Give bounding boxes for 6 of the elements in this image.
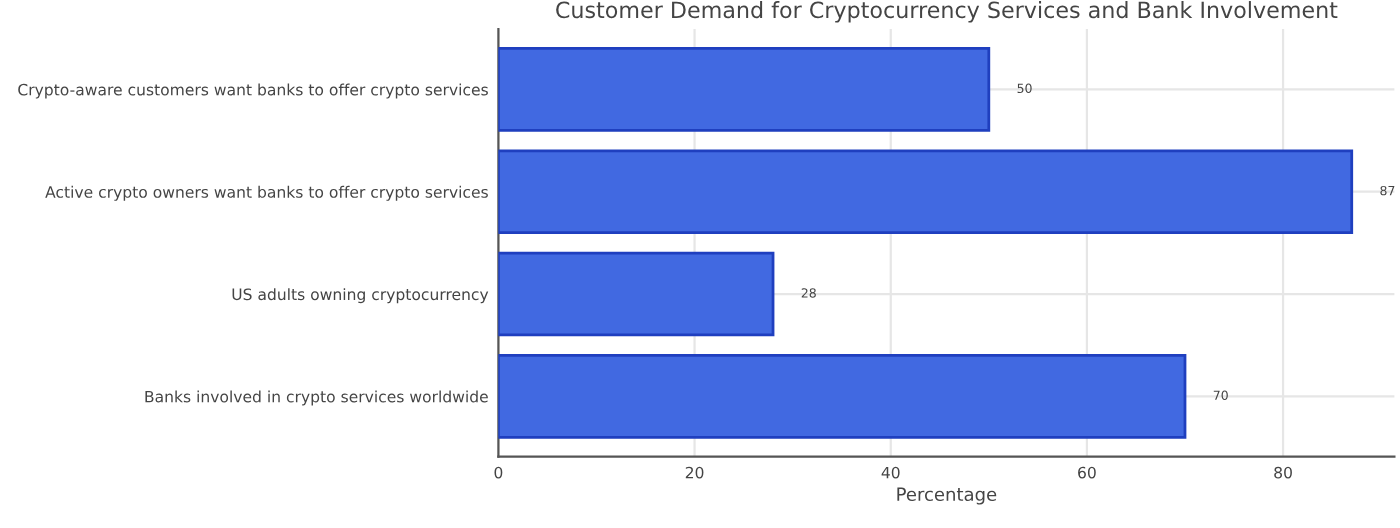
- chart-title: Customer Demand for Cryptocurrency Services and Bank Involvement: [556, 1, 1338, 23]
- bar: [498, 47, 991, 132]
- bar: [498, 354, 1187, 439]
- bar: [498, 251, 775, 337]
- x-axis-title: Percentage: [897, 487, 997, 505]
- bar: [498, 149, 1354, 235]
